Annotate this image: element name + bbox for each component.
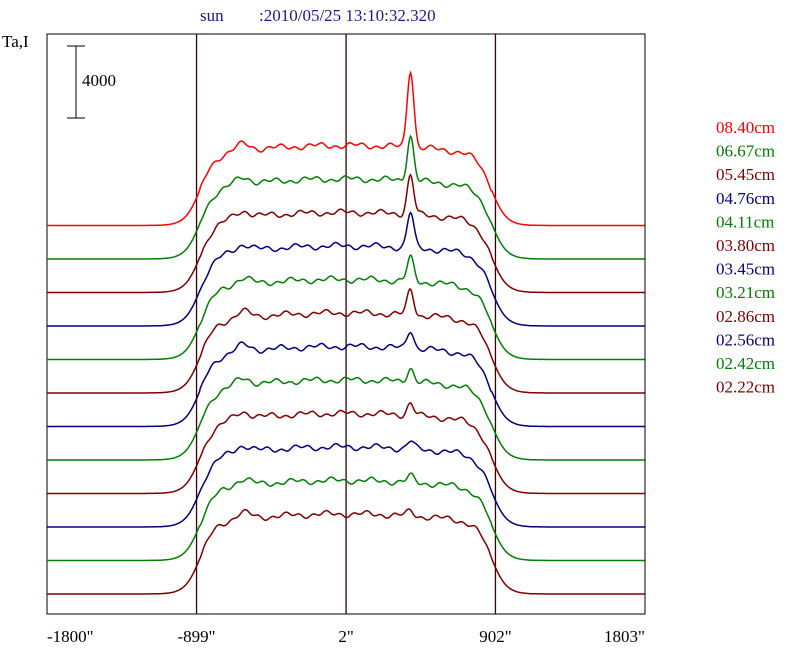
series-line-03-45cm — [47, 331, 645, 428]
scale-bar-label: 4000 — [82, 71, 116, 90]
series-line-02-86cm — [47, 402, 645, 495]
legend-entry: 06.67cm — [716, 142, 775, 161]
legend-entry: 03.21cm — [716, 283, 775, 302]
series-line-03-21cm — [47, 367, 645, 461]
x-tick-label: 902" — [479, 627, 511, 646]
series-line-08-40cm — [47, 70, 645, 227]
x-tick-label: -1800" — [47, 627, 94, 646]
series-line-04-11cm — [47, 253, 645, 361]
series-line-06-67cm — [47, 134, 645, 260]
timestamp: :2010/05/25 13:10:32.320 — [259, 6, 436, 25]
y-axis-label: Ta,I — [2, 32, 29, 51]
legend-entry: 03.45cm — [716, 260, 775, 279]
series-line-05-45cm — [47, 173, 645, 294]
x-tick-label: 1803" — [604, 627, 645, 646]
legend-entry: 02.86cm — [716, 307, 775, 326]
legend-entry: 03.80cm — [716, 236, 775, 255]
legend-entry: 08.40cm — [716, 118, 775, 137]
x-tick-label: -899" — [177, 627, 215, 646]
object-name: sun — [200, 6, 224, 25]
legend-entry: 04.76cm — [716, 189, 775, 208]
series-line-04-76cm — [47, 211, 645, 327]
series-line-02-56cm — [47, 440, 645, 528]
legend-entry: 04.11cm — [716, 212, 774, 231]
legend-entry: 02.56cm — [716, 330, 775, 349]
series-line-03-80cm — [47, 288, 645, 394]
legend-entry: 02.42cm — [716, 354, 775, 373]
x-tick-label: 2" — [338, 627, 353, 646]
legend-entry: 05.45cm — [716, 165, 775, 184]
scale-bar — [67, 45, 85, 119]
series-line-02-22cm — [47, 508, 645, 595]
series-line-02-42cm — [47, 472, 645, 562]
legend-entry: 02.22cm — [716, 378, 775, 397]
